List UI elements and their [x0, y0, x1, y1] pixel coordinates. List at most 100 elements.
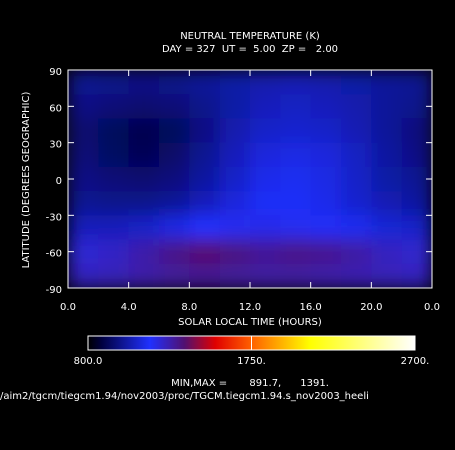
heatmap-cell	[159, 215, 190, 241]
heatmap-cell	[128, 94, 160, 119]
chart-title: NEUTRAL TEMPERATURE (K)	[180, 31, 320, 42]
heatmap-cell	[310, 70, 342, 95]
y-tick-label: 60	[49, 103, 62, 114]
minmax-text: MIN,MAX = 891.7, 1391.	[171, 378, 329, 389]
heatmap-cell	[250, 94, 281, 119]
heatmap-cell	[310, 166, 342, 192]
heatmap-cell	[310, 263, 342, 288]
heatmap-cell	[68, 191, 99, 216]
y-tick-label: 0	[56, 176, 62, 187]
file-path: /aim2/tgcm/tiegcm1.94/nov2003/proc/TGCM.…	[0, 391, 369, 402]
colorbar-tick-label: 2700.	[401, 356, 430, 367]
heatmap-cell	[310, 239, 342, 265]
heatmap-cell	[219, 70, 251, 95]
heatmap-cell	[371, 166, 403, 192]
heatmap-cell	[189, 70, 221, 95]
heatmap-cell	[219, 263, 251, 288]
heatmap-cell	[98, 191, 130, 216]
x-tick-label: 0.0	[424, 302, 440, 313]
heatmap-cell	[280, 118, 312, 144]
heatmap-cell	[401, 191, 432, 216]
heatmap-cells	[68, 70, 432, 288]
heatmap-cell	[250, 118, 281, 144]
heatmap-cell	[371, 70, 403, 95]
heatmap-cell	[128, 239, 160, 265]
heatmap-cell	[189, 191, 221, 216]
heatmap-cell	[189, 142, 221, 168]
heatmap-cell	[219, 166, 251, 192]
heatmap-cell	[98, 263, 130, 288]
heatmap-cell	[341, 239, 372, 265]
heatmap-cell	[189, 118, 221, 144]
heatmap-cell	[68, 263, 99, 288]
heatmap-cell	[280, 142, 312, 168]
heatmap-cell	[401, 70, 432, 95]
heatmap-cell	[341, 94, 372, 119]
heatmap-cell	[371, 263, 403, 288]
heatmap-cell	[371, 118, 403, 144]
heatmap-cell	[250, 70, 281, 95]
heatmap-cell	[68, 70, 99, 95]
heatmap-cell	[189, 94, 221, 119]
heatmap-cell	[189, 263, 221, 288]
heatmap	[68, 70, 432, 288]
colorbar-tick-label: 800.0	[74, 356, 103, 367]
heatmap-cell	[98, 142, 130, 168]
heatmap-cell	[371, 215, 403, 241]
heatmap-cell	[68, 118, 99, 144]
heatmap-cell	[401, 118, 432, 144]
heatmap-cell	[371, 239, 403, 265]
heatmap-cell	[341, 118, 372, 144]
y-axis-label: LATITUDE (DEGREES GEOGRAPHIC)	[21, 92, 32, 269]
heatmap-cell	[341, 191, 372, 216]
heatmap-cell	[280, 239, 312, 265]
heatmap-cell	[310, 191, 342, 216]
heatmap-cell	[280, 263, 312, 288]
heatmap-cell	[310, 118, 342, 144]
heatmap-cell	[250, 215, 281, 241]
heatmap-cell	[219, 142, 251, 168]
heatmap-cell	[68, 142, 99, 168]
heatmap-cell	[98, 239, 130, 265]
x-tick-label: 4.0	[121, 302, 137, 313]
heatmap-cell	[219, 94, 251, 119]
heatmap-cell	[159, 94, 190, 119]
heatmap-cell	[250, 166, 281, 192]
heatmap-cell	[219, 191, 251, 216]
heatmap-cell	[159, 166, 190, 192]
heatmap-cell	[98, 118, 130, 144]
heatmap-cell	[98, 70, 130, 95]
heatmap-cell	[371, 142, 403, 168]
heatmap-cell	[128, 142, 160, 168]
heatmap-cell	[250, 191, 281, 216]
heatmap-cell	[401, 142, 432, 168]
heatmap-cell	[219, 118, 251, 144]
y-tick-label: 30	[49, 140, 62, 151]
heatmap-cell	[159, 191, 190, 216]
heatmap-cell	[341, 166, 372, 192]
heatmap-cell	[159, 263, 190, 288]
heatmap-cell	[341, 142, 372, 168]
heatmap-cell	[310, 215, 342, 241]
x-tick-label: 0.0	[60, 302, 76, 313]
heatmap-cell	[310, 142, 342, 168]
heatmap-cell	[401, 215, 432, 241]
heatmap-cell	[128, 263, 160, 288]
y-tick-label: -60	[46, 249, 62, 260]
heatmap-cell	[280, 215, 312, 241]
heatmap-cell	[189, 215, 221, 241]
x-tick-label: 12.0	[239, 302, 261, 313]
heatmap-cell	[128, 70, 160, 95]
x-tick-label: 8.0	[181, 302, 197, 313]
y-tick-label: -90	[46, 285, 62, 296]
heatmap-cell	[371, 94, 403, 119]
heatmap-cell	[159, 70, 190, 95]
heatmap-cell	[98, 166, 130, 192]
heatmap-cell	[219, 215, 251, 241]
heatmap-cell	[401, 263, 432, 288]
y-tick-label: 90	[49, 67, 62, 78]
heatmap-cell	[310, 94, 342, 119]
heatmap-cell	[159, 142, 190, 168]
